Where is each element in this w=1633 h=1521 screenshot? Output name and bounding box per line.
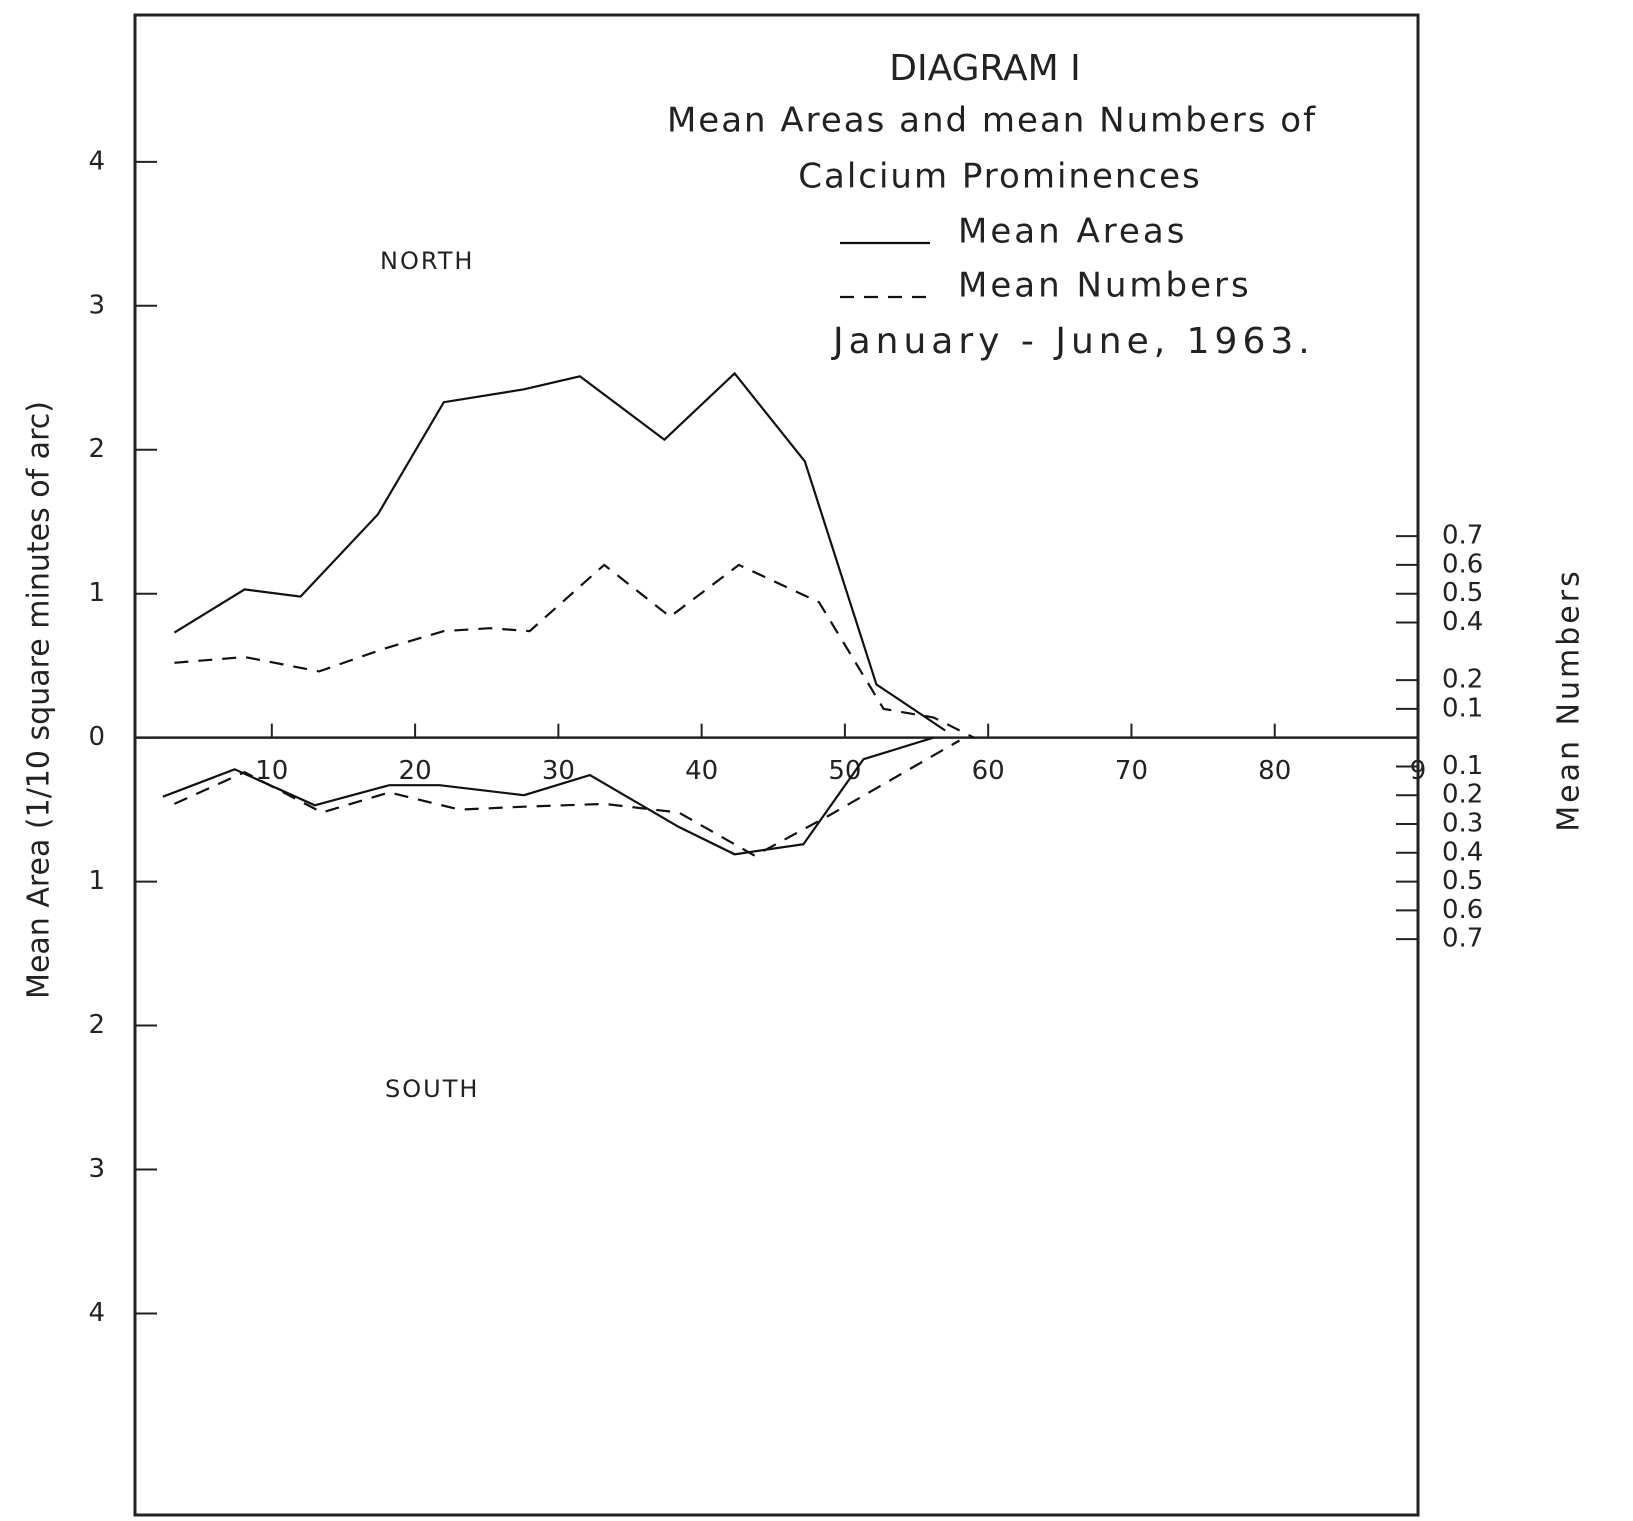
chart-subtitle: Mean Areas and mean Numbers of bbox=[667, 101, 1317, 141]
y-tick-label: 1 bbox=[88, 578, 105, 608]
y2-tick-label: 0.6 bbox=[1442, 549, 1483, 579]
y-tick-label: 2 bbox=[88, 434, 105, 464]
chart-title: DIAGRAM I bbox=[889, 48, 1081, 89]
y2-tick-label: 0.4 bbox=[1442, 837, 1483, 867]
x-tick-label: 9 bbox=[1410, 756, 1427, 786]
y2-tick-label: 0.2 bbox=[1442, 780, 1483, 810]
dashed-line bbox=[173, 739, 961, 857]
y2-tick-label: 0.7 bbox=[1442, 924, 1483, 954]
plot-frame bbox=[133, 13, 1420, 1517]
y-tick-label: 2 bbox=[88, 1010, 105, 1040]
solid-line bbox=[173, 371, 946, 732]
y2-tick-label: 0.6 bbox=[1442, 895, 1483, 925]
x-tick-label: 50 bbox=[828, 756, 861, 786]
y2-tick-label: 0.1 bbox=[1442, 751, 1483, 781]
y-axis-label: Mean Area (1/10 square minutes of arc) bbox=[22, 401, 57, 999]
x-tick-label: 60 bbox=[972, 756, 1005, 786]
annotation: SOUTH bbox=[385, 1075, 479, 1103]
y2-tick-label: 0.2 bbox=[1442, 665, 1483, 695]
solid-line bbox=[162, 736, 935, 856]
y-tick-label: 0 bbox=[88, 722, 105, 752]
y2-tick-label: 0.5 bbox=[1442, 578, 1483, 608]
annotation: NORTH bbox=[380, 247, 474, 275]
chart-subtitle: Calcium Prominences bbox=[798, 157, 1201, 197]
y2-tick-label: 0.3 bbox=[1442, 809, 1483, 839]
y2-tick-label: 0.5 bbox=[1442, 866, 1483, 896]
annotation: January - June, 1963. bbox=[831, 321, 1315, 362]
x-tick-label: 40 bbox=[685, 756, 718, 786]
y2-axis-label: Mean Numbers bbox=[1552, 568, 1587, 831]
dashed-line bbox=[174, 563, 975, 739]
y-tick-label: 4 bbox=[88, 146, 105, 176]
x-tick-label: 70 bbox=[1115, 756, 1148, 786]
x-tick-label: 80 bbox=[1258, 756, 1291, 786]
x-tick-label: 20 bbox=[399, 756, 432, 786]
y-tick-label: 1 bbox=[88, 866, 105, 896]
y-tick-label: 3 bbox=[88, 1154, 105, 1184]
legend-label: Mean Areas bbox=[958, 212, 1187, 252]
y-tick-label: 3 bbox=[88, 290, 105, 320]
y-tick-label: 4 bbox=[88, 1298, 105, 1328]
legend-label: Mean Numbers bbox=[958, 266, 1252, 306]
y2-tick-label: 0.1 bbox=[1442, 693, 1483, 723]
y2-tick-label: 0.7 bbox=[1442, 521, 1483, 551]
y2-tick-label: 0.4 bbox=[1442, 607, 1483, 637]
